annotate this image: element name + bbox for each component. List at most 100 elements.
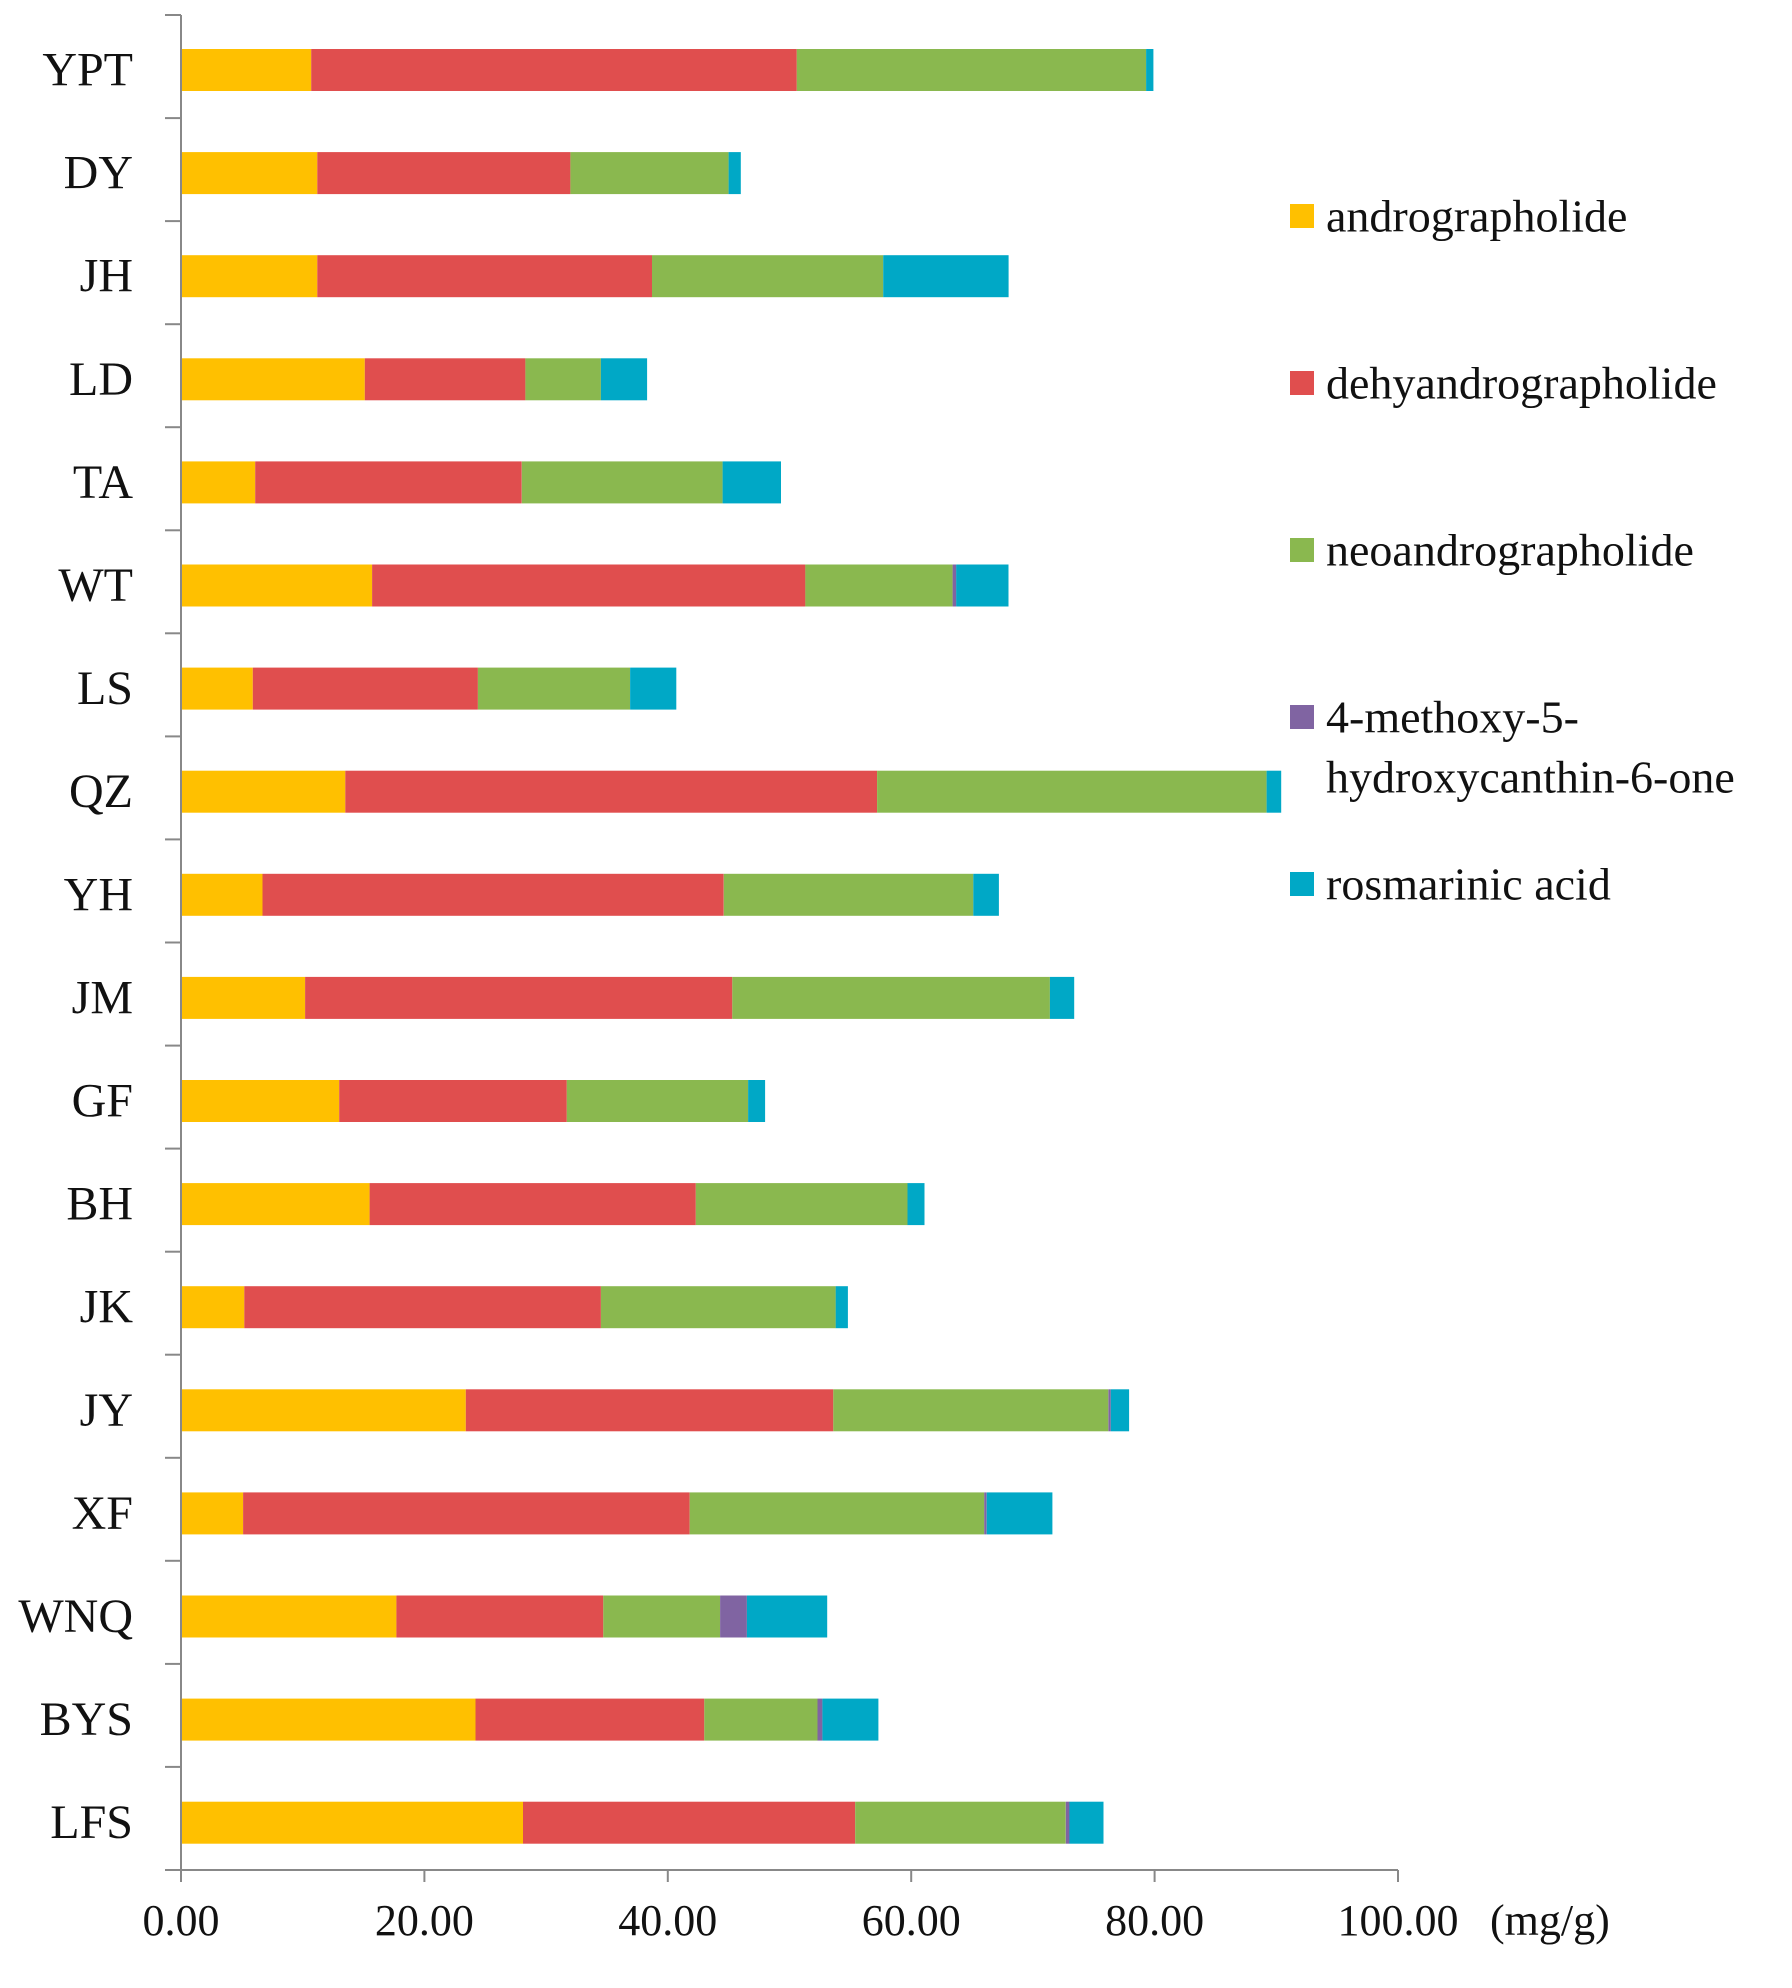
bar-wt-neoandrographolide	[805, 564, 953, 607]
bar-wnq-dehyandrographolide	[396, 1595, 604, 1638]
bar-lfs-rosmarinic-acid	[1069, 1801, 1104, 1844]
bar-jk-rosmarinic-acid	[835, 1286, 848, 1329]
bar-lfs-4-methoxy-5-hydroxycanthin-6-one	[1065, 1801, 1070, 1844]
bar-wnq-rosmarinic-acid	[746, 1595, 828, 1638]
bar-ypt-andrographolide	[181, 49, 312, 91]
x-tick-label: 100.00	[1338, 1896, 1459, 1945]
bar-bys-andrographolide	[181, 1698, 476, 1741]
category-label-jh: JH	[80, 250, 133, 303]
category-label-bh: BH	[66, 1178, 133, 1231]
bar-jy-dehyandrographolide	[465, 1389, 834, 1432]
bar-jy-andrographolide	[181, 1389, 466, 1432]
bar-lfs-andrographolide	[181, 1801, 523, 1844]
bar-xf-rosmarinic-acid	[986, 1492, 1053, 1535]
bar-gf-dehyandrographolide	[339, 1080, 567, 1122]
bar-ta-andrographolide	[181, 461, 256, 504]
bar-jh-neoandrographolide	[652, 255, 884, 298]
bar-ls-dehyandrographolide	[252, 667, 478, 710]
legend-swatch	[1290, 872, 1314, 896]
bar-ld-neoandrographolide	[525, 358, 601, 401]
category-label-jk: JK	[80, 1281, 134, 1334]
bar-ld-rosmarinic-acid	[600, 358, 648, 401]
bar-bys-rosmarinic-acid	[822, 1698, 879, 1741]
x-tick-label: 80.00	[1105, 1896, 1204, 1945]
bar-ls-rosmarinic-acid	[630, 667, 677, 710]
bar-jh-dehyandrographolide	[317, 255, 652, 298]
bar-wt-andrographolide	[181, 564, 373, 607]
category-label-xf: XF	[72, 1487, 133, 1540]
bar-jh-andrographolide	[181, 255, 318, 298]
bar-gf-neoandrographolide	[566, 1080, 749, 1122]
x-axis-unit-label: (mg/g)	[1490, 1896, 1610, 1945]
bar-lfs-dehyandrographolide	[523, 1801, 856, 1844]
category-label-ls: LS	[77, 662, 133, 715]
legend-label: dehyandrographolide	[1326, 358, 1717, 409]
bar-ta-neoandrographolide	[521, 461, 723, 504]
bar-gf-rosmarinic-acid	[748, 1080, 766, 1122]
category-label-qz: QZ	[69, 765, 133, 818]
bar-jy-4-methoxy-5-hydroxycanthin-6-one	[1108, 1389, 1111, 1432]
bar-bys-neoandrographolide	[704, 1698, 818, 1741]
bar-xf-neoandrographolide	[689, 1492, 985, 1535]
category-label-gf: GF	[72, 1075, 133, 1128]
legend-item-neoandrographolide: neoandrographolide	[1290, 525, 1694, 576]
bar-bys-dehyandrographolide	[475, 1698, 705, 1741]
category-label-bys: BYS	[40, 1693, 133, 1746]
legend-label: rosmarinic acid	[1326, 859, 1611, 910]
category-label-wnq: WNQ	[18, 1590, 133, 1643]
bar-ls-neoandrographolide	[477, 667, 630, 710]
bar-ypt-neoandrographolide	[796, 49, 1147, 91]
category-label-ld: LD	[69, 353, 133, 406]
bar-yh-dehyandrographolide	[262, 873, 724, 916]
category-label-ta: TA	[73, 456, 133, 509]
bar-dy-rosmarinic-acid	[728, 152, 741, 195]
legend-swatch	[1290, 371, 1314, 395]
bar-jy-rosmarinic-acid	[1110, 1389, 1130, 1432]
bar-dy-neoandrographolide	[570, 152, 729, 195]
bar-ld-dehyandrographolide	[364, 358, 526, 401]
bar-jm-andrographolide	[181, 976, 306, 1019]
category-label-ypt: YPT	[42, 44, 133, 97]
bar-xf-andrographolide	[181, 1492, 244, 1535]
bar-bh-dehyandrographolide	[369, 1183, 696, 1226]
axes-layer	[165, 14, 1399, 1882]
bar-jm-dehyandrographolide	[305, 976, 733, 1019]
bar-wnq-andrographolide	[181, 1595, 397, 1638]
bar-ypt-dehyandrographolide	[311, 49, 797, 91]
bar-wt-rosmarinic-acid	[956, 564, 1009, 607]
bar-bh-neoandrographolide	[695, 1183, 908, 1226]
x-tick-label: 20.00	[375, 1896, 474, 1945]
legend-label: 4-methoxy-5-	[1326, 692, 1579, 743]
bar-wnq-4-methoxy-5-hydroxycanthin-6-one	[720, 1595, 747, 1638]
x-tick-label: 0.00	[143, 1896, 220, 1945]
bar-jm-rosmarinic-acid	[1049, 976, 1075, 1019]
bar-xf-4-methoxy-5-hydroxycanthin-6-one	[984, 1492, 987, 1535]
category-label-dy: DY	[64, 147, 133, 200]
bar-ta-rosmarinic-acid	[722, 461, 781, 504]
bar-dy-dehyandrographolide	[317, 152, 571, 195]
legend-swatch	[1290, 705, 1314, 729]
x-tick-label: 40.00	[618, 1896, 717, 1945]
bar-jk-dehyandrographolide	[244, 1286, 601, 1329]
bar-qz-rosmarinic-acid	[1266, 770, 1282, 813]
bar-ypt-rosmarinic-acid	[1146, 49, 1154, 91]
category-label-yh: YH	[64, 868, 133, 921]
bar-qz-dehyandrographolide	[345, 770, 878, 813]
legend-swatch	[1290, 538, 1314, 562]
bar-jy-neoandrographolide	[833, 1389, 1109, 1432]
legend-item-4-methoxy-5-hydroxycanthin-6-one: 4-methoxy-5- hydroxycanthin-6-one	[1290, 692, 1735, 803]
bar-yh-rosmarinic-acid	[973, 873, 999, 916]
legend-label: neoandrographolide	[1326, 525, 1694, 576]
bar-bys-4-methoxy-5-hydroxycanthin-6-one	[817, 1698, 823, 1741]
bar-jk-andrographolide	[181, 1286, 245, 1329]
legend-item-dehyandrographolide: dehyandrographolide	[1290, 358, 1717, 409]
x-tick-label: 60.00	[862, 1896, 961, 1945]
bar-bh-andrographolide	[181, 1183, 370, 1226]
bar-bh-rosmarinic-acid	[907, 1183, 925, 1226]
legend-label: hydroxycanthin-6-one	[1326, 752, 1735, 803]
bar-ta-dehyandrographolide	[255, 461, 522, 504]
legend-item-rosmarinic-acid: rosmarinic acid	[1290, 859, 1611, 910]
bar-xf-dehyandrographolide	[243, 1492, 690, 1535]
